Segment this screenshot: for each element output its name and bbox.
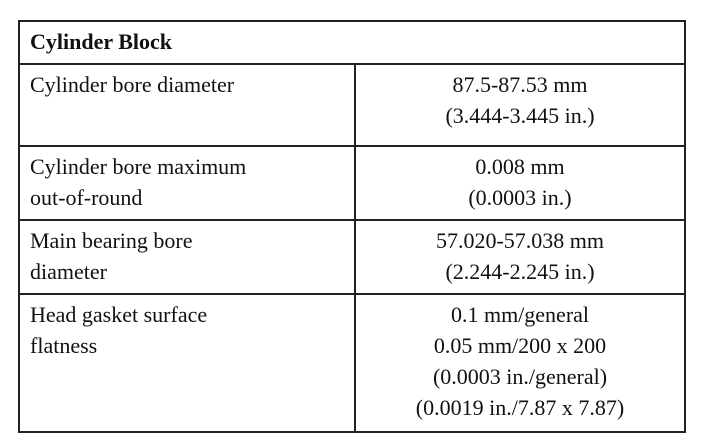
spec-row: Head gasket surface flatness 0.1 mm/genera… — [18, 293, 686, 433]
label-line: Cylinder bore diameter — [30, 72, 235, 97]
label-line: Head gasket surface — [30, 302, 208, 327]
table-body: Cylinder Block Cylinder bore diameter 87.… — [18, 20, 686, 433]
spec-value: 57.020-57.038 mm (2.244-2.245 in.) — [354, 219, 686, 295]
label-line: diameter — [30, 259, 107, 284]
spec-value: 0.1 mm/general 0.05 mm/200 x 200 (0.0003 i… — [354, 293, 686, 433]
spec-label: Head gasket surface flatness — [18, 293, 356, 433]
spec-table: Cylinder Block Cylinder bore diameter 87.… — [18, 20, 686, 433]
spec-value: 87.5-87.53 mm (3.444-3.445 in.) — [354, 63, 686, 147]
spec-label: Main bearing bore diameter — [18, 219, 356, 295]
value-line: 57.020-57.038 mm — [435, 228, 605, 253]
value-line: (0.0003 in./general) — [432, 364, 608, 389]
value-line: (0.0003 in.) — [468, 185, 572, 210]
value-line: 87.5-87.53 mm — [452, 72, 588, 97]
value-line: 0.1 mm/general — [450, 302, 590, 327]
value-line: (0.0019 in./7.87 x 7.87) — [415, 395, 625, 420]
spec-row: Cylinder bore diameter 87.5-87.53 mm (3.44… — [18, 63, 686, 147]
spec-row: Cylinder bore maximum out-of-round 0.008 m… — [18, 145, 686, 221]
value-line: (3.444-3.445 in.) — [445, 103, 595, 128]
spec-label: Cylinder bore maximum out-of-round — [18, 145, 356, 221]
table-title: Cylinder Block — [18, 20, 686, 65]
value-line: (2.244-2.245 in.) — [445, 259, 595, 284]
label-line: flatness — [30, 333, 98, 358]
label-line: Cylinder bore maximum — [30, 154, 247, 179]
label-line: out-of-round — [30, 185, 143, 210]
value-line: 0.008 mm — [475, 154, 565, 179]
spec-value: 0.008 mm (0.0003 in.) — [354, 145, 686, 221]
title-row: Cylinder Block — [18, 20, 686, 65]
label-line: Main bearing bore — [30, 228, 193, 253]
spec-label: Cylinder bore diameter — [18, 63, 356, 147]
value-line: 0.05 mm/200 x 200 — [433, 333, 607, 358]
spec-row: Main bearing bore diameter 57.020-57.038 m… — [18, 219, 686, 295]
